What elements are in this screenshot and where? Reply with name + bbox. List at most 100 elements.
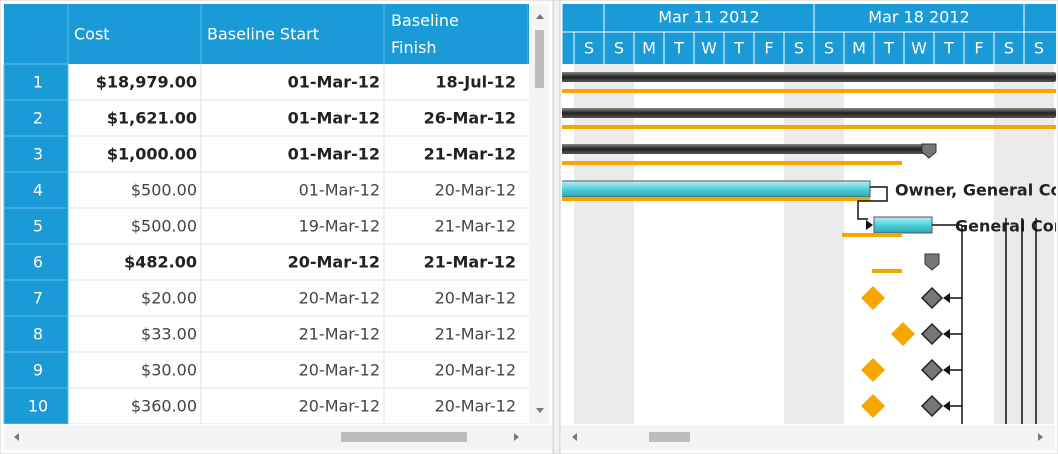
weekend-shade [604,64,634,424]
day-label: S [584,39,594,58]
cost-cell: $33.00 [141,325,197,344]
row-number: 10 [28,397,48,416]
summary-bar [562,144,930,154]
connector-arrow [943,329,950,339]
column-header: Baseline Finish [391,11,459,57]
week-label: Mar 18 2012 [868,8,969,27]
row-number: 3 [33,145,43,164]
scroll-left[interactable] [14,433,19,441]
baseline-bar [562,89,1056,93]
baseline-milestone [861,358,885,382]
splitter[interactable] [552,0,561,454]
finish-cell: 20-Mar-12 [435,361,516,380]
summary-cap [921,143,937,159]
row-number-cell [3,63,69,101]
grid-header [4,4,529,64]
row-number: 6 [33,253,43,272]
day-label: S [794,39,804,58]
baseline-bar [872,269,902,273]
connector-arrow [866,220,873,230]
cost-cell: $1,621.00 [107,109,197,128]
row-number: 8 [33,325,43,344]
row-number-cell [3,315,69,353]
scroll-down[interactable] [536,408,544,413]
day-label: F [764,39,773,58]
connector [857,186,888,220]
row-number: 2 [33,109,43,128]
finish-cell: 18-Jul-12 [435,73,516,92]
cost-cell: $30.00 [141,361,197,380]
v-scrollbar[interactable] [529,4,549,424]
task-label: Owner, General Co [895,181,1058,200]
start-cell: 01-Mar-12 [288,145,380,164]
task-bar [873,216,933,234]
connector-arrow [943,365,950,375]
start-cell: 20-Mar-12 [299,361,380,380]
baseline-milestone [861,286,885,310]
day-label: S [1004,39,1014,58]
week-label: Mar 11 2012 [658,8,759,27]
timeline-header [562,4,1056,64]
scroll-right[interactable] [514,433,519,441]
column-header: Baseline Start [207,25,319,44]
milestone [920,322,944,346]
row-number-cell [3,279,69,317]
baseline-bar [562,161,902,165]
cost-cell: $20.00 [141,289,197,308]
finish-cell: 26-Mar-12 [424,109,516,128]
start-cell: 01-Mar-12 [299,181,380,200]
h-scrollbar[interactable] [561,425,1055,450]
column-header: Cost [74,25,110,44]
milestone [920,358,944,382]
row-number-cell [3,171,69,209]
day-label: W [701,39,717,58]
finish-cell: 20-Mar-12 [435,397,516,416]
day-label: T [883,39,894,58]
row-number: 1 [33,73,43,92]
day-label: T [673,39,684,58]
weekend-shade [1024,64,1054,424]
day-label: T [733,39,744,58]
cost-cell: $18,979.00 [96,73,197,92]
start-cell: 19-Mar-12 [299,217,380,236]
row-number-cell [3,135,69,173]
day-label: M [642,39,656,58]
finish-cell: 21-Mar-12 [424,253,516,272]
milestone [920,286,944,310]
day-label: W [911,39,927,58]
day-label: M [852,39,866,58]
row-number-cell [3,207,69,245]
baseline-bar [562,197,870,201]
day-label: S [614,39,624,58]
partial-column [528,4,529,64]
scroll-left[interactable] [572,433,577,441]
scroll-right[interactable] [1038,433,1043,441]
baseline-bar [562,125,1056,129]
finish-cell: 20-Mar-12 [435,289,516,308]
baseline-milestone [891,322,915,346]
scroll-up[interactable] [536,14,544,19]
cost-cell: $1,000.00 [107,145,197,164]
weekend-shade [574,64,604,424]
weekend-shade [814,64,844,424]
day-label: S [1034,39,1044,58]
summary-bar [562,108,1056,118]
start-cell: 01-Mar-12 [288,73,380,92]
weekend-shade [784,64,814,424]
cost-cell: $482.00 [124,253,197,272]
start-cell: 20-Mar-12 [299,397,380,416]
row-number-cell [3,99,69,137]
row-number: 9 [33,361,43,380]
connector-arrow [943,293,950,303]
day-label: T [943,39,954,58]
row-number: 7 [33,289,43,308]
baseline-bar [842,233,902,237]
h-scroll-thumb[interactable] [649,432,690,442]
h-scrollbar[interactable] [4,425,552,450]
connector-arrow [943,401,950,411]
weekend-shade [994,64,1024,424]
v-scroll-thumb[interactable] [535,30,544,88]
start-cell: 20-Mar-12 [288,253,380,272]
h-scroll-thumb[interactable] [341,432,467,442]
